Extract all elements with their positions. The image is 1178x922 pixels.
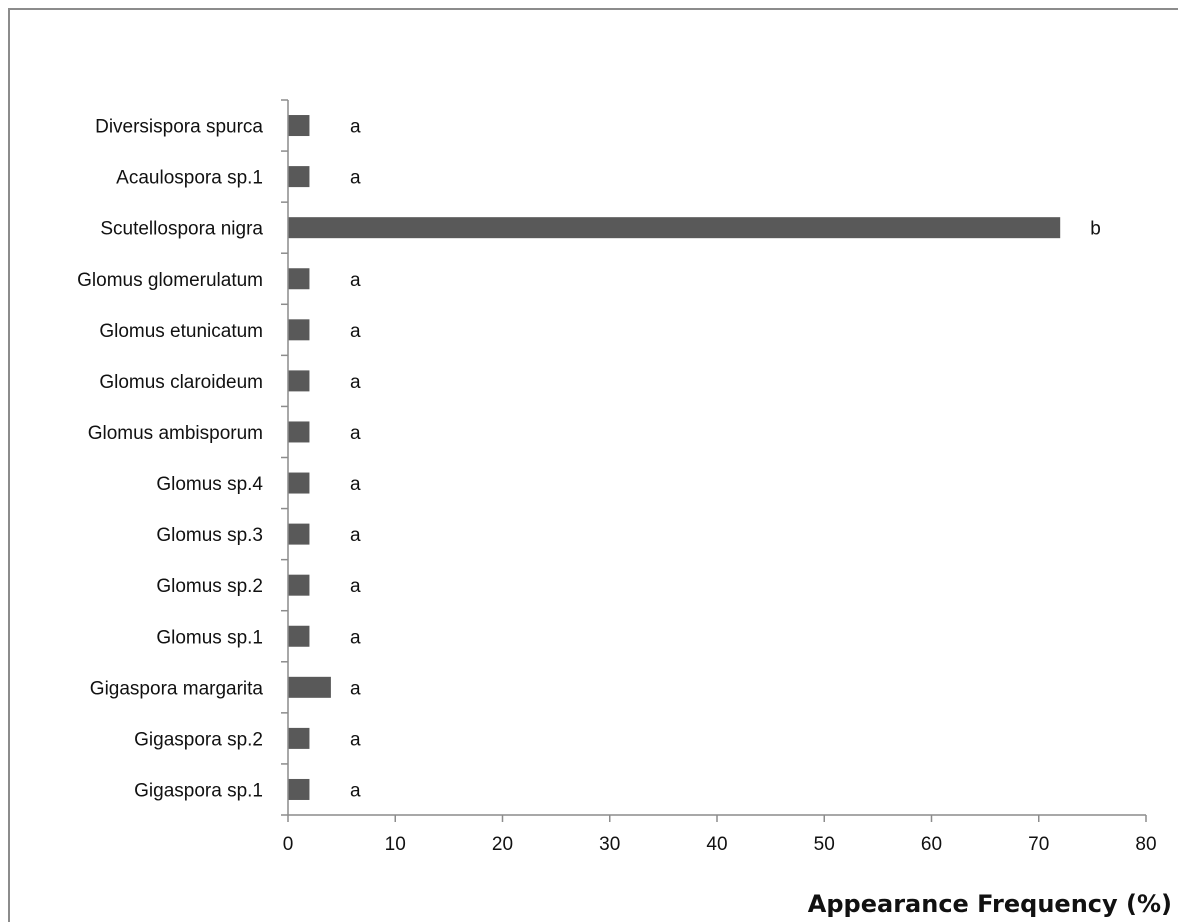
category-label: Gigaspora sp.2 [134,729,263,750]
bar [288,166,310,188]
category-label: Gigaspora margarita [90,678,264,699]
bar [288,676,331,698]
bar [288,523,310,545]
significance-label: a [350,525,361,546]
category-label: Gigaspora sp.1 [134,780,263,801]
significance-label: a [350,474,361,495]
significance-label: a [350,372,361,393]
significance-label: a [350,627,361,648]
bar [288,574,310,596]
chart-frame [8,8,1178,922]
significance-label: a [350,117,361,138]
significance-label: b [1090,219,1101,240]
x-tick-label: 50 [814,834,835,855]
x-tick-label: 60 [921,834,942,855]
x-tick-label: 0 [283,834,294,855]
bar [288,472,310,494]
category-label: Glomus sp.1 [156,627,263,648]
significance-label: a [350,321,361,342]
significance-label: a [350,780,361,801]
significance-label: a [350,423,361,444]
category-label: Glomus sp.3 [156,525,263,546]
category-label: Diversispora spurca [95,117,263,138]
bar [288,370,310,392]
category-label: Glomus glomerulatum [77,270,263,291]
x-tick-label: 20 [492,834,513,855]
category-label: Glomus sp.2 [156,576,263,597]
category-label: Glomus etunicatum [99,321,263,342]
category-label: Glomus ambisporum [88,423,263,444]
labels-group: 0 10 20 30 40 50 60 70 80 Diversispora spurca a Aca… [77,117,1156,855]
category-label: Glomus claroideum [99,372,263,393]
category-label: Acaulospora sp.1 [116,168,263,189]
bar [288,421,310,443]
bar [288,625,310,647]
bar [288,319,310,341]
x-tick-label: 40 [706,834,727,855]
bars-group [288,115,1061,800]
significance-label: a [350,729,361,750]
significance-label: a [350,678,361,699]
x-tick-label: 30 [599,834,620,855]
bar [288,268,310,290]
significance-label: a [350,576,361,597]
category-label: Scutellospora nigra [100,219,263,240]
bar [288,115,310,137]
x-tick-label: 10 [385,834,406,855]
category-label: Glomus sp.4 [156,474,263,495]
bar [288,727,310,749]
x-tick-label: 70 [1028,834,1049,855]
significance-label: a [350,270,361,291]
axes-group [281,99,1147,822]
bar [288,778,310,800]
x-tick-label: 80 [1135,834,1156,855]
bar [288,217,1061,239]
significance-label: a [350,168,361,189]
x-axis-title: Appearance Frequency (%) [808,890,1172,918]
